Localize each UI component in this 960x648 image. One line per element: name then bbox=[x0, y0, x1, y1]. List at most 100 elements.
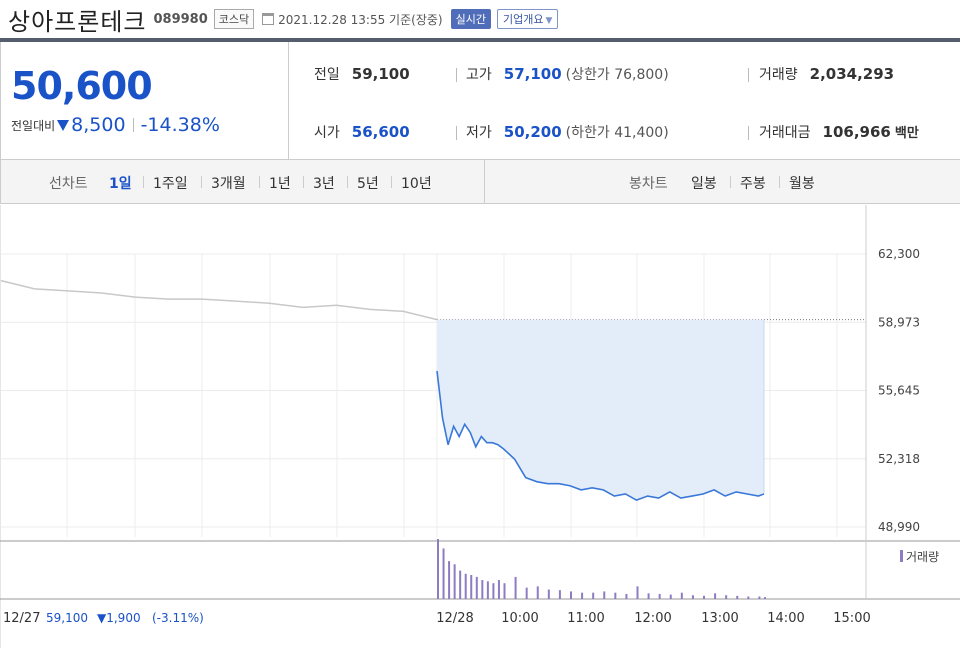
tab-1week[interactable]: 1주일 bbox=[153, 176, 188, 192]
x-tick-label: 10:00 bbox=[501, 611, 538, 626]
price-chart: 62,300 58,973 55,645 52,318 48,990 12/28 10:0… bbox=[0, 205, 960, 648]
realtime-button[interactable]: 실시간 bbox=[450, 9, 491, 29]
calendar-icon bbox=[262, 13, 275, 25]
y-tick-label: 52,318 bbox=[878, 452, 920, 466]
current-price: 50,600 bbox=[11, 64, 153, 108]
volume-bar bbox=[558, 590, 561, 599]
volume-bar bbox=[603, 591, 606, 599]
prev-close-field: 전일 59,100 bbox=[314, 64, 410, 84]
volume-bar bbox=[592, 592, 595, 599]
volume-bar bbox=[459, 570, 462, 599]
volume-bar bbox=[763, 597, 766, 599]
volume-bar bbox=[547, 589, 550, 599]
tab-separator bbox=[779, 176, 780, 188]
volume-legend: 거래량 bbox=[900, 550, 939, 564]
upper-limit: (상한가 76,800) bbox=[565, 67, 669, 83]
volume-bar bbox=[581, 592, 584, 599]
volume-bar bbox=[536, 586, 539, 599]
volume-bar bbox=[703, 595, 705, 599]
tab-daily-candle[interactable]: 일봉 bbox=[691, 176, 717, 192]
tab-3month[interactable]: 3개월 bbox=[211, 176, 246, 192]
chevron-down-icon: ▼ bbox=[545, 16, 553, 26]
tab-10year[interactable]: 10년 bbox=[401, 176, 432, 192]
volume-bar bbox=[758, 596, 761, 599]
down-arrow-icon bbox=[57, 119, 70, 131]
volume-bar bbox=[736, 595, 739, 599]
volume-bar bbox=[492, 583, 495, 599]
volume-bars bbox=[437, 539, 766, 599]
tab-separator bbox=[391, 176, 392, 188]
y-tick-label: 48,990 bbox=[878, 520, 920, 534]
change-separator bbox=[132, 118, 134, 132]
y-tick-label: 58,973 bbox=[878, 315, 920, 329]
tab-1day[interactable]: 1일 bbox=[109, 176, 132, 192]
stock-header: 상아프론테크 089980 코스닥 2021.12.28 13:55 기준(장중… bbox=[0, 0, 960, 38]
today-line bbox=[436, 370, 765, 502]
volume-bar bbox=[669, 594, 672, 599]
field-separator bbox=[748, 126, 749, 140]
market-badge: 코스닥 bbox=[213, 9, 255, 29]
prev-day-line bbox=[0, 279, 438, 321]
x-tick-label: 13:00 bbox=[701, 611, 738, 626]
volume-bar bbox=[453, 564, 456, 599]
amount-field: 거래대금 106,966 백만 bbox=[759, 122, 919, 142]
x-tick-label: 12/28 bbox=[436, 611, 473, 626]
header-divider bbox=[0, 38, 960, 42]
low-value: 50,200 bbox=[503, 123, 562, 141]
volume-bar bbox=[475, 576, 478, 599]
quote-panel: 50,600 전일대비 8,500 -14.38% 전일 59,100 시가 5… bbox=[0, 42, 960, 160]
high-value: 57,100 bbox=[503, 65, 562, 83]
line-chart-label: 선차트 bbox=[49, 176, 88, 192]
y-tick-label: 55,645 bbox=[878, 384, 920, 398]
low-label: 저가 bbox=[466, 125, 492, 141]
change-percent: -14.38% bbox=[140, 114, 220, 136]
prev-close-label: 전일 bbox=[314, 67, 340, 83]
company-overview-button[interactable]: 기업개요 ▼ bbox=[496, 9, 559, 29]
price-change: 전일대비 8,500 -14.38% bbox=[11, 114, 220, 136]
tab-separator bbox=[143, 176, 144, 188]
tab-group-divider bbox=[484, 160, 485, 203]
volume-bar bbox=[680, 592, 683, 599]
volume-bar bbox=[647, 593, 650, 599]
tab-1year[interactable]: 1년 bbox=[269, 176, 291, 192]
volume-field: 거래량 2,034,293 bbox=[759, 64, 894, 84]
open-value: 56,600 bbox=[351, 123, 410, 141]
volume-bar bbox=[514, 576, 517, 599]
tab-monthly-candle[interactable]: 월봉 bbox=[789, 176, 815, 192]
lower-limit: (하한가 41,400) bbox=[565, 125, 669, 141]
volume-bar bbox=[714, 593, 717, 599]
tab-5year[interactable]: 5년 bbox=[357, 176, 379, 192]
open-label: 시가 bbox=[314, 125, 340, 141]
period-tabs: 선차트 1일 1주일 3개월 1년 3년 5년 10년 봉차트 일봉 주봉 월봉 bbox=[0, 160, 960, 204]
prev-close-value: 59,100 bbox=[351, 65, 410, 83]
x-tick-label: 12:00 bbox=[634, 611, 671, 626]
tab-separator bbox=[730, 176, 731, 188]
price-series bbox=[0, 279, 765, 502]
field-separator bbox=[456, 68, 457, 82]
company-overview-label: 기업개요 bbox=[502, 13, 544, 26]
volume-bar bbox=[448, 561, 451, 599]
x-tick-label: 11:00 bbox=[567, 611, 604, 626]
current-price-box: 50,600 전일대비 8,500 -14.38% bbox=[1, 42, 289, 159]
candle-chart-label: 봉차트 bbox=[629, 176, 668, 192]
volume-bar bbox=[625, 593, 628, 599]
volume-bar bbox=[636, 586, 639, 599]
volume-bar bbox=[691, 595, 694, 599]
high-field: 고가 57,100 (상한가 76,800) bbox=[466, 64, 669, 84]
volume-bar bbox=[442, 548, 445, 599]
stock-name: 상아프론테크 bbox=[8, 7, 147, 36]
open-field: 시가 56,600 bbox=[314, 122, 410, 142]
stock-code: 089980 bbox=[153, 11, 208, 27]
tab-weekly-candle[interactable]: 주봉 bbox=[740, 176, 766, 192]
volume-bar bbox=[470, 575, 473, 599]
tab-3year[interactable]: 3년 bbox=[313, 176, 335, 192]
low-field: 저가 50,200 (하한가 41,400) bbox=[466, 122, 669, 142]
quote-datetime: 2021.12.28 13:55 기준(장중) bbox=[278, 12, 443, 27]
y-tick-label: 62,300 bbox=[878, 247, 920, 261]
volume-value: 2,034,293 bbox=[809, 65, 895, 83]
tab-separator bbox=[259, 176, 260, 188]
amount-value: 106,966 bbox=[822, 123, 891, 141]
prev-day-date: 12/27 bbox=[3, 611, 40, 626]
volume-bar bbox=[658, 593, 661, 599]
today-area bbox=[437, 319, 764, 501]
